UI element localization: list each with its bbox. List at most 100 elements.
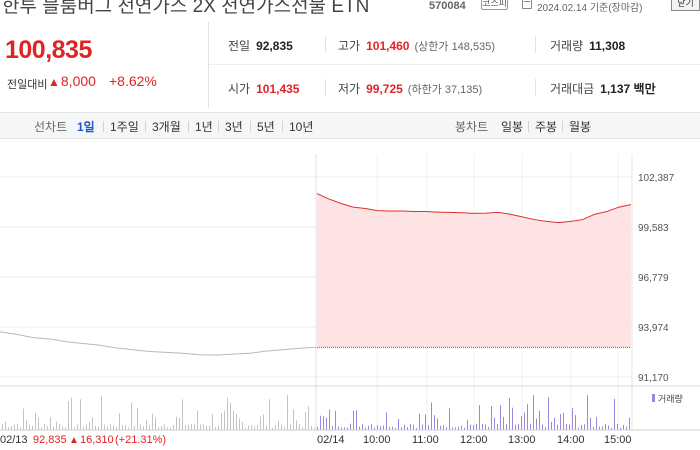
intraday-price-chart[interactable]: 102,387 99,583 96,779 93,974 91,170 거래량 02/14 1… [0, 140, 700, 450]
tab-separator [562, 121, 563, 132]
volume-bar [341, 427, 342, 430]
volume-bar [50, 417, 51, 430]
volume-bar [257, 424, 258, 430]
volume-bar [389, 426, 390, 430]
tab-1y[interactable]: 1년 [195, 120, 213, 134]
volume-bar [65, 427, 66, 430]
stats-row-divider [209, 64, 700, 65]
volume-bar [29, 424, 30, 430]
volume-bar [185, 425, 186, 430]
tab-separator [188, 121, 189, 132]
volume-bar [2, 424, 3, 430]
volume-bar [551, 421, 552, 430]
volume-bar [392, 426, 393, 430]
volume-bar [326, 417, 327, 430]
y-tick-label: 93,974 [638, 323, 669, 334]
tab-daily-candle[interactable]: 일봉 [501, 120, 524, 134]
base-date: 2024.02.14 기준(장마감) [537, 3, 643, 14]
candle-chart-label: 봉차트 [455, 120, 489, 134]
volume-bar [596, 416, 597, 430]
volume-bar [41, 427, 42, 430]
volume-bar [515, 424, 516, 430]
volume-bar [119, 413, 120, 430]
volume-bar [59, 424, 60, 430]
volume-bar [299, 424, 300, 430]
volume-bar [584, 424, 585, 430]
change-label: 전일대비 [7, 79, 48, 91]
stat-label: 고가 [338, 39, 361, 53]
volume-bar [116, 426, 117, 430]
volume-bar [626, 426, 627, 430]
volume-bar [245, 427, 246, 430]
volume-bar [269, 399, 270, 430]
volume-bar [305, 412, 306, 430]
volume-bar [503, 416, 504, 430]
volume-bar [332, 426, 333, 430]
volume-bar [218, 425, 219, 430]
volume-bar [623, 424, 624, 430]
tab-1d[interactable]: 1일 [77, 120, 95, 134]
volume-bar [329, 409, 330, 430]
volume-bar [455, 427, 456, 430]
volume-bar [131, 402, 132, 430]
tab-3y[interactable]: 3년 [225, 120, 243, 134]
stat-label: 저가 [338, 82, 361, 96]
tab-weekly-candle[interactable]: 주봉 [535, 120, 558, 134]
volume-bar [476, 423, 477, 430]
volume-bar [143, 426, 144, 430]
volume-bar [347, 427, 348, 430]
volume-bar [140, 424, 141, 430]
volume-bar [359, 426, 360, 430]
volume-bar [8, 427, 9, 430]
volume-bar [32, 425, 33, 430]
volume-bar [71, 397, 72, 430]
volume-bar [11, 426, 12, 430]
product-title: 한투 블룸버그 천연가스 2X 천연가스선물 ETN [2, 0, 370, 14]
tab-3m[interactable]: 3개월 [152, 120, 181, 134]
volume-bar [425, 414, 426, 430]
stat-amount: 거래대금 1,137 백만 [550, 80, 656, 97]
volume-bar [491, 406, 492, 430]
volume-bar [470, 424, 471, 430]
volume-bar [215, 426, 216, 430]
volume-bar [62, 426, 63, 430]
volume-bar [74, 427, 75, 430]
volume-bar [473, 424, 474, 430]
volume-bar [497, 424, 498, 430]
tab-1w[interactable]: 1주일 [110, 120, 139, 134]
volume-bar [86, 424, 87, 430]
stat-value: 101,435 [256, 82, 300, 96]
volume-bar [509, 397, 510, 430]
stat-separator [325, 36, 326, 53]
volume-bar [203, 424, 204, 430]
stat-label: 거래대금 [550, 82, 595, 96]
volume-bar [512, 407, 513, 430]
stat-value: 1,137 백만 [600, 82, 656, 96]
volume-bar [365, 427, 366, 430]
close-button[interactable]: 닫기 [671, 0, 700, 11]
volume-bar [467, 419, 468, 430]
x-tick-label: 11:00 [412, 434, 439, 446]
volume-bar [251, 425, 252, 430]
volume-bar [224, 410, 225, 430]
volume-bar [191, 424, 192, 430]
volume-bar [83, 426, 84, 430]
volume-bar [401, 427, 402, 430]
volume-bar [26, 420, 27, 430]
volume-bar [533, 395, 534, 430]
volume-bar [428, 425, 429, 430]
volume-bar [296, 420, 297, 430]
tab-monthly-candle[interactable]: 월봉 [569, 120, 592, 134]
volume-bar [368, 425, 369, 430]
tab-separator [282, 121, 283, 132]
volume-bar [44, 424, 45, 430]
volume-bar [440, 425, 441, 430]
tab-10y[interactable]: 10년 [289, 120, 314, 134]
stat-label: 거래량 [550, 39, 584, 53]
stat-label: 시가 [228, 82, 251, 96]
volume-bar [335, 410, 336, 430]
volume-bar [155, 417, 156, 430]
tab-5y[interactable]: 5년 [257, 120, 275, 134]
volume-bar [176, 416, 177, 430]
volume-bar [272, 427, 273, 430]
